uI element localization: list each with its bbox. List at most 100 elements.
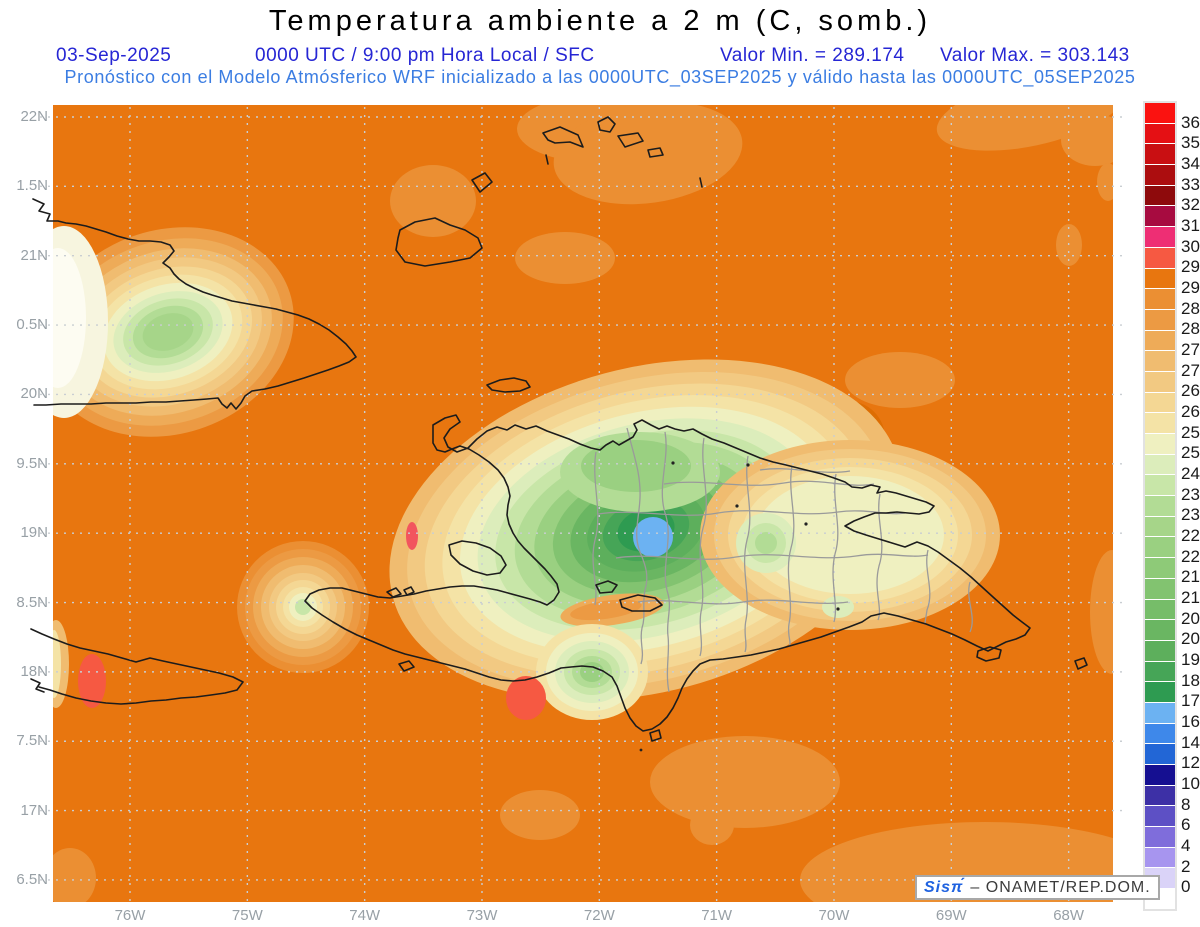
domain-edge-pale2 <box>53 248 86 388</box>
lon-tick-label: 68W <box>1053 907 1085 924</box>
beata-island <box>649 729 662 742</box>
legend-color-cell <box>1145 577 1175 599</box>
legend-tick-label: 23.5 <box>1181 484 1200 504</box>
legend-tick-label: 27 <box>1181 360 1200 380</box>
lake-saumatre <box>595 580 618 594</box>
legend-color-cell <box>1145 246 1175 268</box>
watermark-text: – ONAMET/REP.DOM. <box>970 878 1151 896</box>
legend-color-cell <box>1145 288 1175 309</box>
legend-color-cell <box>1145 681 1175 702</box>
lat-tick-label: 17N <box>20 801 48 819</box>
legend-tick-label: 17 <box>1181 691 1200 711</box>
legend-color-cell <box>1145 784 1175 806</box>
sea-cool-circle <box>237 541 369 673</box>
legend-color-cell <box>1145 805 1175 827</box>
legend-color-cell <box>1145 267 1175 289</box>
warm-ocean-patches <box>53 105 1113 902</box>
min-temp-spot <box>633 517 673 557</box>
legend-color-cell <box>1145 846 1175 868</box>
legend-color-cell <box>1145 701 1175 723</box>
lon-tick-label: 72W <box>583 907 615 924</box>
legend-tick-label: 8 <box>1181 794 1191 814</box>
lon-tick-label: 74W <box>349 907 381 924</box>
legend-tick-label: 26.5 <box>1181 381 1200 401</box>
legend-tick-label: 25 <box>1181 443 1200 463</box>
legend-tick-label: 14 <box>1181 732 1200 752</box>
legend-color-cell <box>1145 164 1175 185</box>
legend-color-cell <box>1145 308 1175 330</box>
lake-enriquillo <box>619 594 663 612</box>
lat-tick-label: 0.5N <box>16 316 48 334</box>
legend-tick-label: 21 <box>1181 588 1200 607</box>
cuba-coast <box>32 198 357 410</box>
legend-color-cell <box>1145 660 1175 682</box>
legend-tick-label: 20 <box>1181 629 1200 649</box>
legend-tick-label: 34 <box>1181 154 1200 173</box>
legend-color-cell <box>1145 350 1175 371</box>
east-dr-pale <box>700 440 1000 630</box>
legend-tick-label: 33 <box>1181 174 1200 194</box>
lon-tick-label: 76W <box>114 907 146 924</box>
legend-color-cell <box>1145 433 1175 454</box>
lat-tick-label: 9.5N <box>16 454 48 472</box>
legend-tick-label: 2 <box>1181 856 1191 876</box>
legend-color-cell <box>1145 598 1175 620</box>
color-legend <box>1143 101 1177 911</box>
sispi-logo: Sisπ́ <box>924 878 964 896</box>
legend-tick-label: 25.5 <box>1181 422 1200 442</box>
legend-color-cell <box>1145 370 1175 392</box>
legend-color-cell <box>1145 826 1175 847</box>
legend-tick-label: 22 <box>1181 546 1200 566</box>
legend-tick-label: 27.5 <box>1181 340 1200 359</box>
legend-tick-label: 28 <box>1181 319 1200 339</box>
lon-tick-label: 75W <box>231 907 263 924</box>
legend-color-cell <box>1145 122 1175 144</box>
legend-tick-label: 18 <box>1181 670 1200 690</box>
legend-tick-label: 20.5 <box>1181 608 1200 628</box>
legend-tick-label: 16 <box>1181 712 1200 731</box>
legend-tick-label: 10 <box>1181 774 1200 793</box>
plana-cay <box>471 172 493 193</box>
legend-tick-label: 22.5 <box>1181 526 1200 545</box>
lon-tick-label: 70W <box>818 907 850 924</box>
point-markers <box>639 461 840 752</box>
legend-tick-label: 29 <box>1181 278 1200 297</box>
caicos-c <box>647 147 664 158</box>
legend-tick-label: 23 <box>1181 505 1200 525</box>
edge-warm-strip2 <box>53 630 61 698</box>
north-green-lobe2 <box>581 440 691 492</box>
hispaniola-coast <box>304 414 1031 732</box>
legend-color-cell <box>1145 103 1175 123</box>
graticule <box>40 107 1128 907</box>
legend-tick-label: 19 <box>1181 650 1200 669</box>
caicos-b <box>617 132 644 148</box>
temperature-shading <box>53 105 1113 902</box>
mona-island <box>1074 657 1088 670</box>
ile-a-vache <box>398 660 415 672</box>
pink-spot <box>406 522 418 550</box>
legend-color-cell <box>1145 515 1175 537</box>
lon-tick-label: 73W <box>466 907 498 924</box>
lat-tick-label: 6.5N <box>16 870 48 888</box>
gonave-island <box>448 540 507 576</box>
legend-color-cell <box>1145 764 1175 785</box>
legend-tick-label: 6 <box>1181 815 1191 835</box>
legend-color-cell <box>1145 391 1175 413</box>
legend-tick-label: 32 <box>1181 195 1200 215</box>
lat-tick-label: 1.5N <box>16 177 48 195</box>
legend-tick-label: 0 <box>1181 877 1191 897</box>
lat-tick-label: 22N <box>20 108 48 125</box>
run-date: 03-Sep-2025 <box>56 45 172 66</box>
legend-color-cell <box>1145 474 1175 496</box>
legend-color-cell <box>1145 557 1175 578</box>
cuba-cool-blob <box>53 227 294 437</box>
page-title: Temperatura ambiente a 2 m (C, somb.) <box>268 5 932 37</box>
lat-tick-label: 18N <box>20 662 48 680</box>
legend-color-cell <box>1145 495 1175 516</box>
forecast-subtitle: Pronóstico con el Modelo Atmósferico WRF… <box>64 67 1136 87</box>
legend-tick-label: 31.5 <box>1181 216 1200 235</box>
lat-tick-label: 20N <box>20 385 48 403</box>
turks-islands <box>542 126 584 148</box>
legend-color-cell <box>1145 205 1175 227</box>
legend-color-cell <box>1145 743 1175 764</box>
